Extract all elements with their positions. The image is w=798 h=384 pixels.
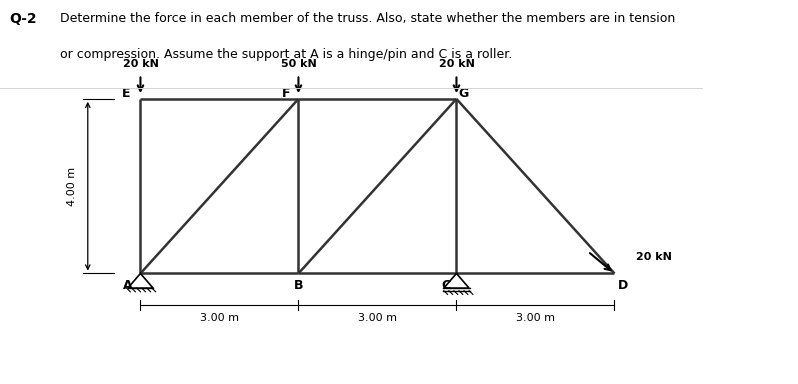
Text: A: A bbox=[123, 278, 132, 291]
Text: 3.00 m: 3.00 m bbox=[200, 313, 239, 323]
Text: 20 kN: 20 kN bbox=[635, 252, 671, 262]
Text: or compression. Assume the support at A is a hinge/pin and C is a roller.: or compression. Assume the support at A … bbox=[60, 48, 512, 61]
Text: E: E bbox=[122, 86, 131, 99]
Text: Determine the force in each member of the truss. Also, state whether the members: Determine the force in each member of th… bbox=[60, 12, 675, 25]
Text: 50 kN: 50 kN bbox=[281, 59, 316, 69]
Text: G: G bbox=[458, 86, 468, 99]
Text: 20 kN: 20 kN bbox=[439, 59, 474, 69]
Text: 3.00 m: 3.00 m bbox=[516, 313, 555, 323]
Text: 4.00 m: 4.00 m bbox=[67, 167, 77, 206]
Text: 3.00 m: 3.00 m bbox=[358, 313, 397, 323]
Text: F: F bbox=[282, 86, 290, 99]
Text: D: D bbox=[618, 278, 628, 291]
Text: 20 kN: 20 kN bbox=[123, 59, 158, 69]
Text: Q-2: Q-2 bbox=[10, 12, 38, 25]
Text: B: B bbox=[294, 278, 303, 291]
Text: C: C bbox=[441, 278, 451, 291]
